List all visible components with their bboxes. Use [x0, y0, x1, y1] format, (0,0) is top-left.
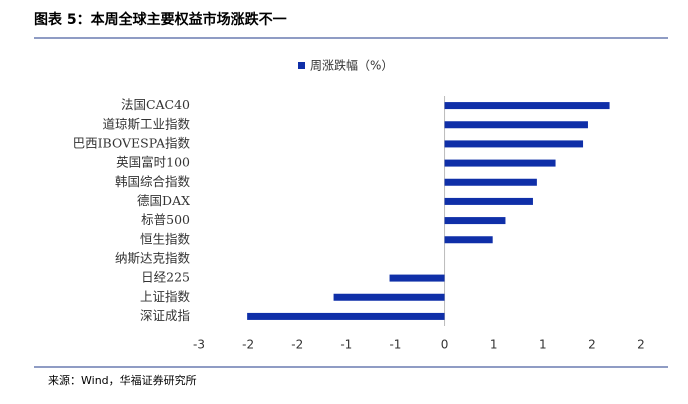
bar — [444, 102, 610, 110]
bar — [444, 159, 556, 167]
x-tick-label: -2 — [242, 338, 254, 352]
legend-label: 周涨跌幅（%） — [310, 58, 393, 73]
bar — [333, 293, 445, 301]
x-tick-label: -1 — [389, 338, 401, 352]
y-tick-label: 道琼斯工业指数 — [102, 116, 190, 131]
chart-title: 图表 5：本周全球主要权益市场涨跌不一 — [34, 11, 287, 28]
bar — [444, 197, 533, 205]
x-tick-label: 2 — [637, 338, 645, 352]
source: 来源：Wind，华福证券研究所 — [48, 373, 197, 387]
x-tick-label: -3 — [193, 338, 205, 352]
y-tick-label: 恒生指数 — [140, 231, 191, 246]
bar — [444, 121, 588, 129]
legend-swatch — [298, 62, 305, 69]
bar — [247, 312, 445, 320]
y-tick-label: 标普500 — [141, 212, 190, 227]
x-tick-label: -2 — [291, 338, 303, 352]
y-tick-label: 韩国综合指数 — [115, 174, 191, 189]
bar — [444, 178, 537, 186]
y-tick-label: 英国富时100 — [116, 155, 190, 170]
x-tick-label: 1 — [490, 338, 498, 352]
y-tick-label: 巴西IBOVESPA指数 — [73, 135, 191, 150]
bar — [444, 217, 506, 225]
bar — [444, 140, 584, 148]
y-tick-label: 德国DAX — [137, 193, 190, 208]
x-tick-label: 1 — [539, 338, 547, 352]
y-tick-label: 上证指数 — [140, 289, 191, 304]
x-tick-label: 2 — [588, 338, 596, 352]
y-tick-label: 日经225 — [141, 270, 190, 285]
y-tick-label: 深证成指 — [140, 308, 190, 323]
x-tick-label: -1 — [340, 338, 352, 352]
y-tick-label: 纳斯达克指数 — [115, 250, 191, 265]
bar — [389, 274, 445, 282]
y-tick-label: 法国CAC40 — [121, 97, 190, 112]
x-tick-label: 0 — [441, 338, 449, 352]
bar — [444, 236, 493, 244]
